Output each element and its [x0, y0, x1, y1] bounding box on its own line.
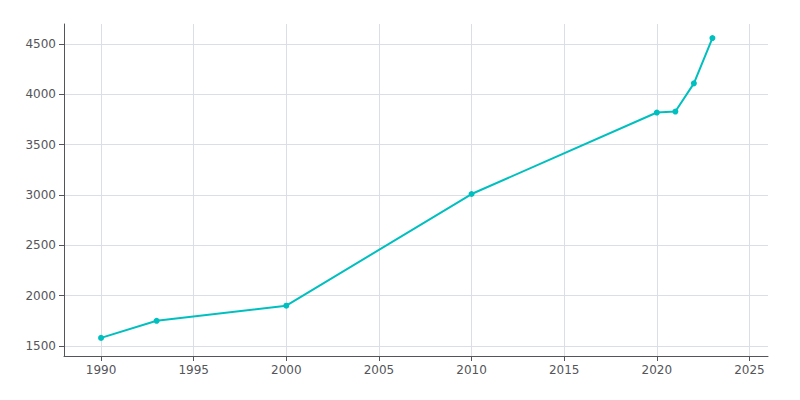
svg-text:2500: 2500 — [25, 238, 56, 252]
svg-text:1990: 1990 — [86, 363, 117, 377]
svg-text:2020: 2020 — [642, 363, 673, 377]
svg-text:2010: 2010 — [456, 363, 487, 377]
svg-text:1995: 1995 — [178, 363, 209, 377]
svg-text:2000: 2000 — [271, 363, 302, 377]
svg-text:2000: 2000 — [25, 289, 56, 303]
svg-text:3000: 3000 — [25, 188, 56, 202]
svg-text:3500: 3500 — [25, 138, 56, 152]
svg-text:2025: 2025 — [734, 363, 765, 377]
svg-text:4500: 4500 — [25, 37, 56, 51]
svg-text:4000: 4000 — [25, 87, 56, 101]
svg-text:2015: 2015 — [549, 363, 580, 377]
svg-text:2005: 2005 — [364, 363, 395, 377]
svg-text:1500: 1500 — [25, 339, 56, 353]
